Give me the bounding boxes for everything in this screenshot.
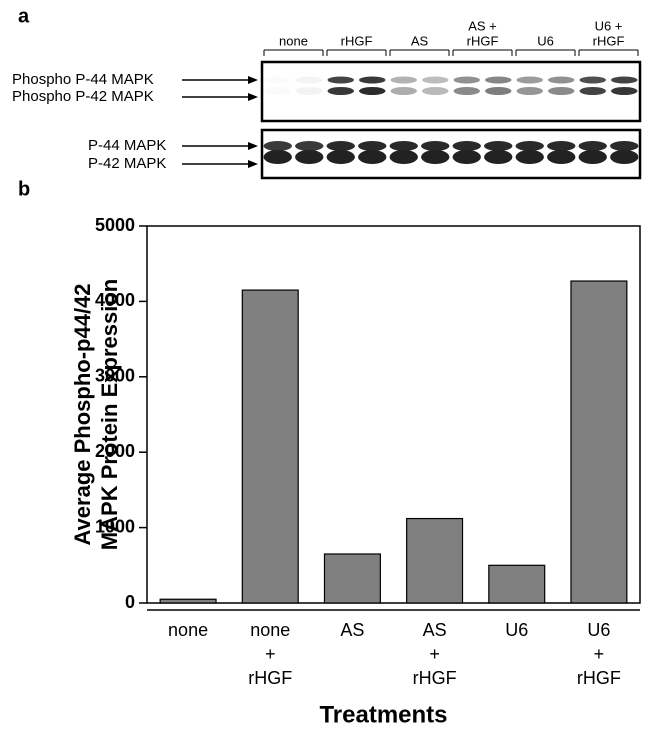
band: [454, 77, 480, 84]
band: [265, 77, 291, 84]
arrow-head: [248, 160, 258, 168]
band: [390, 150, 418, 164]
y-tick-label: 5000: [95, 215, 135, 235]
lane-label: AS: [411, 33, 429, 48]
band: [264, 141, 292, 151]
band: [422, 77, 448, 84]
figure: a b nonerHGFASAS +rHGFU6U6 +rHGFPhospho …: [0, 0, 651, 731]
band: [391, 87, 417, 95]
band: [391, 77, 417, 84]
plot-frame: [147, 226, 640, 603]
band: [359, 77, 385, 84]
band: [516, 141, 544, 151]
band: [610, 150, 638, 164]
lane-label: rHGF: [467, 33, 499, 48]
band: [580, 77, 606, 84]
x-tick-label: none: [168, 620, 208, 640]
arrow-head: [248, 76, 258, 84]
band: [295, 141, 323, 151]
band: [517, 87, 543, 95]
band-label: P-42 MAPK: [88, 155, 166, 172]
y-axis-label: Average Phospho-p44/42: [70, 283, 95, 545]
band: [295, 150, 323, 164]
band: [453, 150, 481, 164]
x-tick-label: AS: [423, 620, 447, 640]
band: [548, 87, 574, 95]
band: [517, 77, 543, 84]
band: [421, 150, 449, 164]
bar: [571, 281, 627, 603]
band: [327, 141, 355, 151]
band: [454, 87, 480, 95]
band: [358, 150, 386, 164]
band: [390, 141, 418, 151]
band: [296, 77, 322, 84]
x-tick-label: U6: [505, 620, 528, 640]
lane-label: AS +: [468, 18, 497, 33]
band: [358, 141, 386, 151]
y-axis-label: MAPK Protein Expression: [97, 279, 122, 550]
x-axis-label: Treatments: [319, 701, 447, 728]
bar: [160, 599, 216, 603]
lane-label: rHGF: [341, 33, 373, 48]
band: [548, 77, 574, 84]
lane-label: none: [279, 33, 308, 48]
x-tick-label: none: [250, 620, 290, 640]
band: [580, 87, 606, 95]
band: [611, 77, 637, 84]
x-tick-label: AS: [340, 620, 364, 640]
band: [516, 150, 544, 164]
bar: [407, 519, 463, 603]
band: [485, 77, 511, 84]
band: [610, 141, 638, 151]
x-tick-label: U6: [587, 620, 610, 640]
band: [327, 150, 355, 164]
band-label: P-44 MAPK: [88, 137, 166, 154]
y-tick-label: 0: [125, 592, 135, 612]
x-tick-label: rHGF: [577, 668, 621, 688]
band: [422, 87, 448, 95]
panel-label: a: [18, 5, 30, 27]
band: [484, 150, 512, 164]
bar: [242, 290, 298, 603]
band: [328, 77, 354, 84]
band: [328, 87, 354, 95]
x-tick-label: rHGF: [248, 668, 292, 688]
x-tick-label: rHGF: [413, 668, 457, 688]
band: [579, 141, 607, 151]
band: [265, 87, 291, 95]
band: [547, 141, 575, 151]
band: [547, 150, 575, 164]
arrow-head: [248, 93, 258, 101]
x-tick-label: +: [429, 644, 440, 664]
band: [579, 150, 607, 164]
panel-label: b: [18, 178, 30, 200]
lane-label: U6 +: [595, 18, 623, 33]
band-label: Phospho P-42 MAPK: [12, 88, 154, 105]
x-tick-label: +: [594, 644, 605, 664]
x-tick-label: +: [265, 644, 276, 664]
band-label: Phospho P-44 MAPK: [12, 71, 154, 88]
band: [453, 141, 481, 151]
band: [296, 87, 322, 95]
bar: [489, 565, 545, 603]
lane-label: U6: [537, 33, 554, 48]
band: [484, 141, 512, 151]
arrow-head: [248, 142, 258, 150]
band: [359, 87, 385, 95]
band: [485, 87, 511, 95]
bar: [324, 554, 380, 603]
lane-label: rHGF: [593, 33, 625, 48]
band: [611, 87, 637, 95]
band: [264, 150, 292, 164]
band: [421, 141, 449, 151]
